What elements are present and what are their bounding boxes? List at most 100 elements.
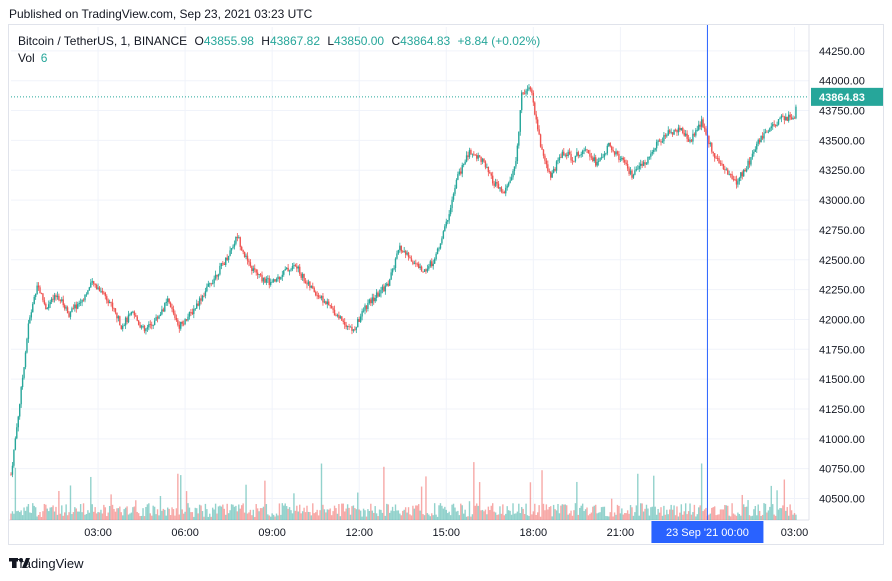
candle-body — [564, 154, 566, 156]
candle-body — [581, 150, 584, 154]
volume-bar — [744, 506, 746, 520]
volume-bar — [415, 505, 417, 520]
candle-body — [418, 263, 420, 268]
candle-body — [84, 294, 86, 301]
volume-bar — [191, 512, 194, 520]
volume-bar — [431, 513, 433, 520]
candle-body — [600, 157, 603, 159]
volume-bar — [753, 509, 755, 520]
volume-bar — [137, 513, 140, 520]
candle-body — [361, 311, 363, 317]
volume-bar — [521, 507, 523, 520]
candle-body — [622, 157, 624, 160]
volume-bar — [133, 506, 136, 520]
volume-bar — [558, 513, 561, 520]
volume-bar — [464, 509, 466, 520]
candle-body — [349, 326, 352, 328]
volume-bar — [127, 514, 130, 520]
volume-bar — [55, 506, 57, 520]
candle-body — [483, 158, 485, 162]
volume-bar — [539, 516, 542, 520]
candle-body — [232, 246, 234, 249]
volume-bar — [252, 509, 255, 520]
candle-body — [625, 162, 627, 164]
volume-bar — [489, 510, 491, 520]
candle-body — [592, 157, 594, 161]
volume-bar — [378, 509, 381, 520]
candle-body — [431, 261, 433, 267]
volume-bar — [729, 516, 732, 520]
volume-bar — [483, 511, 485, 520]
volume-bar — [391, 506, 394, 520]
volume-bar — [351, 506, 353, 520]
volume-bar — [271, 513, 273, 520]
volume-bar — [634, 512, 636, 520]
volume-bar — [230, 504, 233, 520]
volume-bar — [545, 504, 548, 520]
candle-body — [209, 283, 211, 285]
candle-body — [686, 133, 688, 139]
candle-body — [669, 130, 671, 133]
candle-body — [387, 283, 389, 286]
candle-body — [711, 143, 713, 152]
candle-body — [106, 296, 108, 301]
volume-bar — [690, 514, 693, 520]
volume-bar — [510, 514, 513, 520]
candle-body — [603, 153, 606, 157]
volume-bar — [348, 507, 350, 520]
y-tick-label: 42750.00 — [819, 225, 865, 237]
volume-bar — [296, 505, 298, 520]
candle-body — [541, 146, 543, 150]
volume-bar — [503, 515, 506, 520]
volume-bar — [451, 504, 453, 520]
candle-body — [404, 251, 407, 255]
volume-bar — [37, 514, 40, 520]
candle-body — [23, 367, 25, 378]
candle-body — [550, 171, 552, 178]
candle-body — [48, 304, 50, 309]
candle-body — [747, 160, 749, 170]
volume-bar — [519, 513, 521, 520]
candle-body — [238, 237, 240, 239]
price-chart[interactable]: 44250.00 44000.00 43750.00 43500.00 43250.00… — [9, 25, 885, 546]
volume-bar — [374, 506, 376, 520]
candle-body — [217, 274, 220, 277]
symbol-label: Bitcoin / TetherUS, 1, BINANCE — [18, 34, 188, 48]
volume-bar — [581, 503, 584, 520]
volume-bar — [698, 507, 700, 520]
chart-area[interactable]: 44250.00 44000.00 43750.00 43500.00 43250.00… — [8, 24, 884, 545]
volume-bar — [428, 514, 430, 520]
volume-bar — [682, 514, 684, 520]
candle-body — [336, 314, 339, 316]
volume-bar — [365, 516, 368, 520]
volume-bar — [587, 515, 590, 520]
candle-body — [30, 312, 33, 318]
volume-bar — [732, 513, 735, 520]
candle-body — [278, 276, 281, 280]
candle-body — [127, 314, 130, 323]
volume-bar — [509, 510, 511, 520]
volume-bar — [222, 504, 224, 520]
candle-body — [75, 304, 77, 309]
volume-bar — [779, 508, 781, 520]
volume-bar — [98, 512, 101, 520]
candle-body — [252, 268, 255, 271]
candle-body — [473, 153, 475, 155]
volume-bar — [181, 509, 183, 520]
candle-body — [753, 151, 755, 154]
volume-bar — [474, 505, 476, 520]
candle-body — [309, 281, 311, 288]
candle-body — [595, 157, 597, 166]
candle-body — [441, 238, 443, 244]
candle-body — [713, 153, 716, 158]
volume-bar — [608, 516, 610, 520]
footer[interactable]: TradingView — [9, 556, 84, 571]
volume-bar — [122, 515, 124, 520]
volume-bar — [442, 508, 445, 520]
volume-bar — [396, 510, 398, 520]
candle-body — [149, 324, 151, 326]
tradingview-brand: TradingView — [12, 556, 84, 571]
volume-bar — [290, 510, 292, 520]
volume-bar — [117, 508, 120, 520]
volume-bar — [255, 504, 257, 520]
